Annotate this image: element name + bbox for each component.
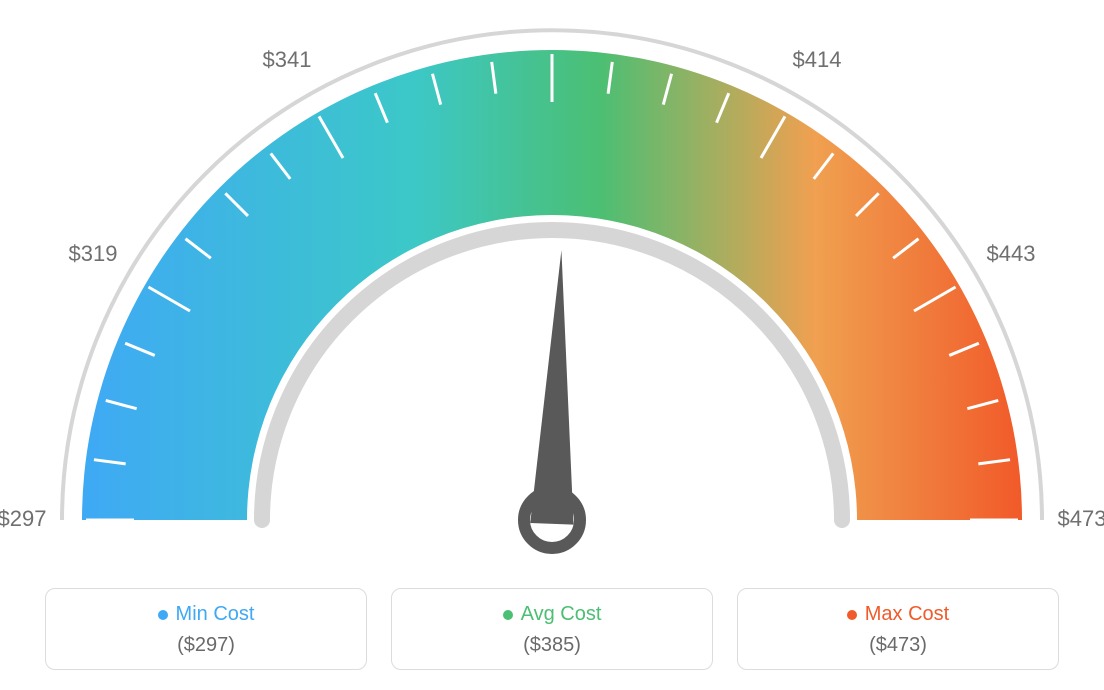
gauge-tick-label: $297: [0, 506, 46, 531]
legend-avg-value: ($385): [392, 634, 712, 657]
legend-max-value: ($473): [738, 634, 1058, 657]
gauge-chart: $297 $319 $341 $385 $414 $443 $473: [0, 0, 1104, 560]
gauge-tick-label: $414: [793, 47, 842, 72]
legend-min: Min Cost ($297): [45, 588, 367, 670]
dot-icon: [158, 610, 168, 620]
gauge-needle: [530, 250, 573, 524]
gauge-tick-label: $319: [69, 241, 118, 266]
gauge-tick-label: $385: [528, 0, 577, 1]
gauge-tick-label: $443: [987, 241, 1036, 266]
legend-min-title: Min Cost: [158, 603, 255, 626]
gauge-tick-label: $473: [1058, 506, 1104, 531]
legend-max-label: Max Cost: [865, 603, 949, 626]
legend-row: Min Cost ($297) Avg Cost ($385) Max Cost…: [0, 588, 1104, 670]
legend-min-value: ($297): [46, 634, 366, 657]
legend-min-label: Min Cost: [176, 603, 255, 626]
cost-gauge-widget: $297 $319 $341 $385 $414 $443 $473 Min Cost ($…: [0, 0, 1104, 690]
legend-max-title: Max Cost: [847, 603, 949, 626]
legend-avg-label: Avg Cost: [521, 603, 602, 626]
legend-avg-title: Avg Cost: [503, 603, 602, 626]
gauge-tick-label: $341: [263, 47, 312, 72]
dot-icon: [847, 610, 857, 620]
legend-avg: Avg Cost ($385): [391, 588, 713, 670]
dot-icon: [503, 610, 513, 620]
legend-max: Max Cost ($473): [737, 588, 1059, 670]
